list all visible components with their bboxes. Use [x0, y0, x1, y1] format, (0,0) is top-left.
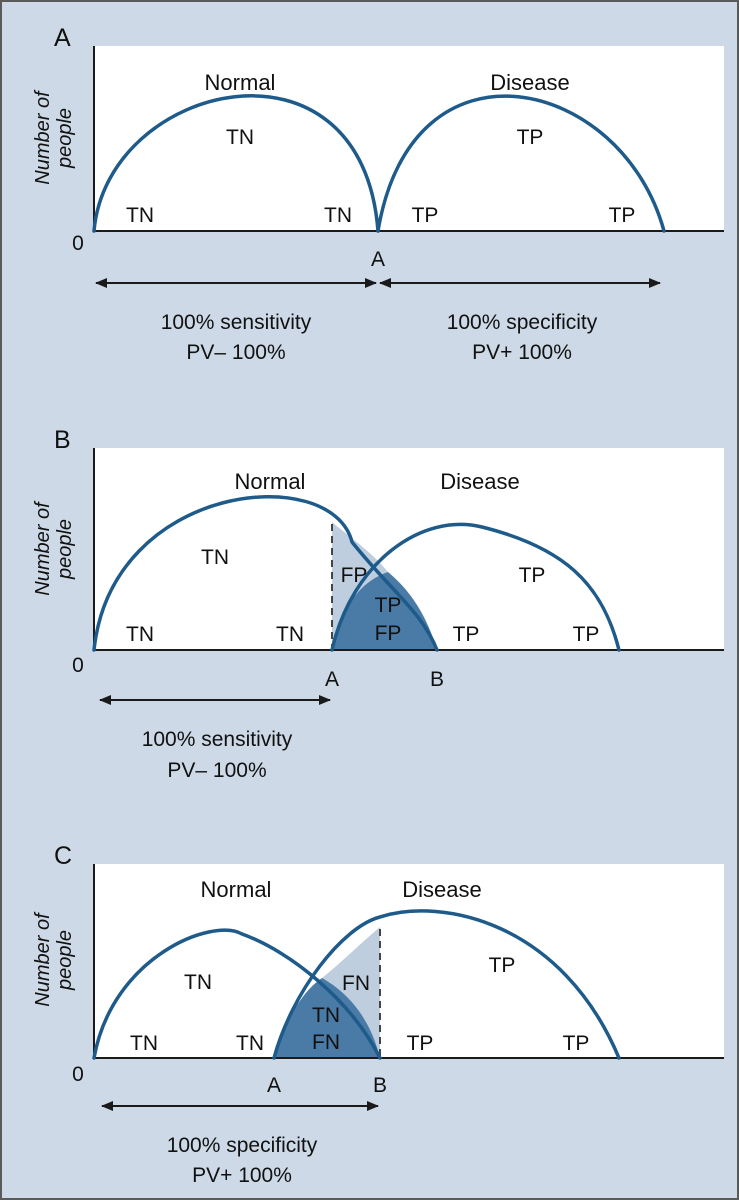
- panel-a-y-label: Number of people: [32, 89, 76, 185]
- panel-a-tp-center: TP: [517, 126, 544, 149]
- panel-b-tp-left: TP: [453, 623, 480, 646]
- panel-b-disease-label: Disease: [440, 469, 519, 494]
- panel-c-overlap-fn: FN: [312, 1031, 340, 1054]
- svg-text:people: people: [54, 519, 76, 580]
- svg-text:Number of: Number of: [32, 911, 54, 1007]
- panel-b-tn-right: TN: [276, 623, 304, 646]
- panel-c-fn-region: [322, 927, 380, 1058]
- panel-a-disease-curve: [376, 94, 666, 233]
- panel-c-tick-a: A: [267, 1074, 281, 1097]
- panel-a-origin: 0: [72, 232, 84, 255]
- panel-a-letter: A: [54, 24, 71, 52]
- panel-c-pv-plus: PV+ 100%: [192, 1164, 292, 1187]
- panel-b-tn-center: TN: [201, 546, 229, 569]
- panel-b-normal-label: Normal: [235, 469, 306, 494]
- panel-b-pv-minus: PV– 100%: [167, 759, 266, 782]
- panel-a-tp-right: TP: [609, 204, 636, 227]
- panel-a-tn-left: TN: [126, 204, 154, 227]
- panel-b-overlap-tp: TP: [375, 594, 402, 617]
- panel-b-tp-right: TP: [573, 623, 600, 646]
- panel-c-letter: C: [54, 842, 72, 870]
- panel-b-tp-center: TP: [519, 564, 546, 587]
- panel-c-normal-label: Normal: [201, 877, 272, 902]
- panel-c-overlap-region: [274, 978, 380, 1058]
- panel-b: B Number of people Normal Disease TN TN …: [32, 426, 724, 782]
- panel-a-plot-area: [94, 46, 724, 231]
- panel-b-normal-curve: [92, 494, 439, 652]
- panel-b-sensitivity: 100% sensitivity: [142, 728, 293, 751]
- panel-a-normal-curve: [92, 94, 380, 233]
- svg-text:people: people: [54, 930, 76, 991]
- svg-text:people: people: [54, 108, 76, 169]
- panel-c-tn-right: TN: [236, 1032, 264, 1055]
- panel-c-tn-center: TN: [184, 971, 212, 994]
- panel-b-y-label: Number of people: [32, 500, 76, 596]
- panel-c-tick-b: B: [373, 1074, 387, 1097]
- panel-c-origin: 0: [72, 1063, 84, 1086]
- panel-c-disease-label: Disease: [402, 877, 481, 902]
- panel-a-tn-right: TN: [324, 204, 352, 227]
- panel-a-tn-center: TN: [226, 126, 254, 149]
- panel-c-tn-left: TN: [130, 1032, 158, 1055]
- panel-c-specificity: 100% specificity: [167, 1134, 318, 1157]
- panel-c-tp-center: TP: [489, 954, 516, 977]
- panel-c-y-label: Number of people: [32, 911, 76, 1007]
- panel-c-fn-label: FN: [342, 972, 370, 995]
- panel-c-normal-curve: [92, 928, 382, 1060]
- panel-c-plot-area: [94, 864, 724, 1058]
- panel-b-overlap-region: [332, 572, 437, 650]
- panel-a-normal-label: Normal: [205, 70, 276, 95]
- panel-c-overlap-tn: TN: [312, 1004, 340, 1027]
- panel-b-disease-curve: [330, 522, 621, 652]
- panel-a-tick-a: A: [371, 248, 385, 271]
- panel-b-letter: B: [54, 426, 71, 454]
- panel-a-disease-label: Disease: [490, 70, 569, 95]
- svg-text:Number of: Number of: [32, 500, 54, 596]
- panel-b-tick-a: A: [325, 668, 339, 691]
- panel-a-tp-left: TP: [412, 204, 439, 227]
- panel-b-tick-b: B: [430, 668, 444, 691]
- panel-c-tp-left: TP: [407, 1032, 434, 1055]
- panel-b-tn-left: TN: [126, 623, 154, 646]
- panel-a-specificity: 100% specificity: [447, 311, 598, 334]
- panel-b-fp-label: FP: [341, 564, 368, 587]
- panel-a-pv-plus: PV+ 100%: [472, 341, 572, 364]
- svg-text:Number of: Number of: [32, 89, 54, 185]
- panel-a-pv-minus: PV– 100%: [186, 341, 285, 364]
- panel-c-disease-curve: [272, 909, 621, 1060]
- panel-c: C Number of people Normal Disease TN TN …: [32, 842, 724, 1187]
- panel-c-tp-right: TP: [563, 1032, 590, 1055]
- panel-a-sensitivity: 100% sensitivity: [161, 311, 312, 334]
- panel-b-overlap-fp: FP: [375, 622, 402, 645]
- panel-a: A Number of people Normal Disease TN TN …: [32, 24, 724, 364]
- panel-b-origin: 0: [72, 654, 84, 677]
